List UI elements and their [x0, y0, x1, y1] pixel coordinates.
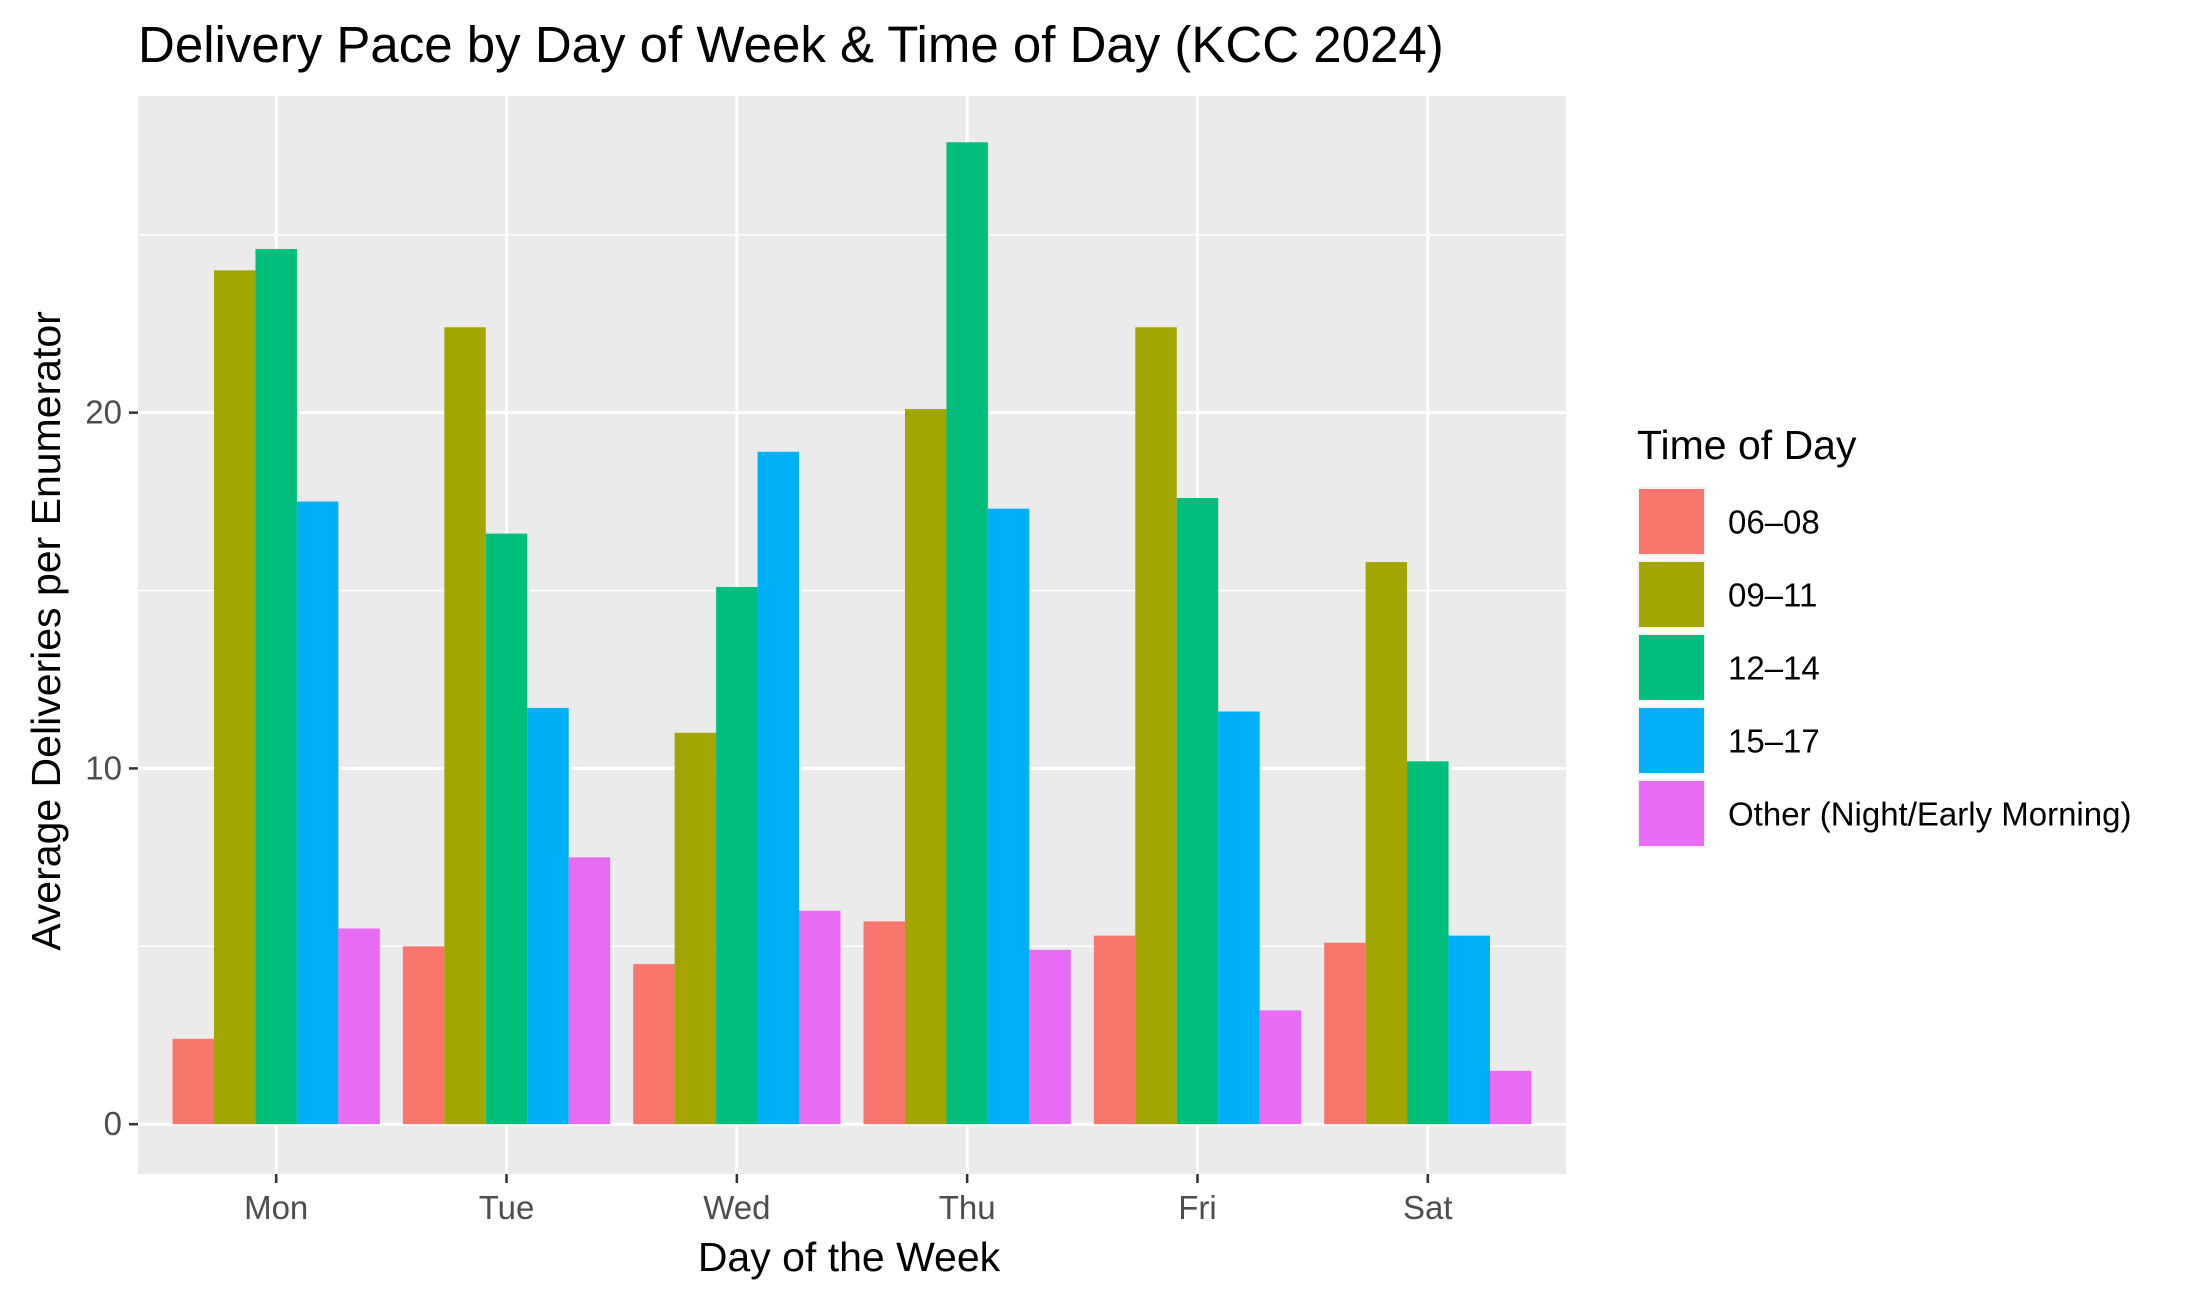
bar	[946, 142, 988, 1125]
bar	[338, 928, 380, 1125]
bar	[568, 857, 611, 1125]
x-tick-label: Sat	[1403, 1189, 1453, 1226]
legend-swatch	[1639, 489, 1704, 554]
y-tick-label: 20	[85, 394, 122, 431]
bar	[255, 248, 297, 1125]
x-axis-title: Day of the Week	[698, 1234, 1001, 1280]
bar	[1218, 711, 1260, 1125]
legend-label: 09–11	[1728, 577, 1817, 614]
chart-title: Delivery Pace by Day of Week & Time of D…	[138, 16, 1444, 73]
bar	[799, 910, 841, 1125]
bar	[296, 501, 339, 1125]
bar	[716, 586, 758, 1125]
legend-swatch	[1639, 635, 1704, 700]
bar	[1489, 1070, 1532, 1125]
y-axis: 0 10 20	[85, 394, 138, 1142]
y-axis-title: Average Deliveries per Enumerator	[23, 311, 69, 951]
bar	[987, 508, 1030, 1125]
legend: Time of Day 06–08 09–11 12–14 15–17 Other (N…	[1637, 422, 2131, 848]
bar	[527, 707, 569, 1125]
x-tick-label: Thu	[939, 1189, 996, 1226]
x-tick-label: Mon	[244, 1189, 308, 1226]
legend-swatch	[1639, 781, 1704, 846]
bar	[1407, 761, 1449, 1125]
x-tick-label: Wed	[703, 1189, 770, 1226]
legend-swatch	[1639, 562, 1704, 627]
bar	[1448, 935, 1490, 1125]
legend-label: 06–08	[1728, 504, 1820, 541]
bar	[757, 451, 800, 1125]
bars	[172, 142, 1532, 1125]
bar	[1029, 949, 1071, 1125]
bar	[1093, 935, 1136, 1125]
bar	[674, 732, 717, 1125]
bar	[1135, 327, 1177, 1125]
bar	[214, 270, 256, 1125]
bar	[633, 964, 675, 1125]
legend-label: 15–17	[1728, 723, 1820, 760]
bar	[1324, 942, 1366, 1125]
bar	[904, 409, 947, 1125]
legend-label: 12–14	[1728, 650, 1820, 687]
bar	[485, 533, 528, 1125]
bar	[1365, 562, 1408, 1125]
y-tick-label: 0	[104, 1105, 122, 1142]
bar	[172, 1038, 215, 1125]
legend-label: Other (Night/Early Morning)	[1728, 796, 2131, 833]
bar	[863, 921, 905, 1125]
bar	[402, 946, 445, 1125]
bar	[444, 327, 486, 1125]
y-tick-label: 10	[85, 749, 122, 786]
x-tick-label: Fri	[1178, 1189, 1216, 1226]
x-axis: Mon Tue Wed Thu Fri Sat	[244, 1174, 1453, 1226]
legend-swatch	[1639, 708, 1704, 773]
bar	[1176, 498, 1219, 1125]
x-tick-label: Tue	[479, 1189, 535, 1226]
legend-title: Time of Day	[1637, 422, 1857, 468]
bar	[1259, 1010, 1302, 1125]
